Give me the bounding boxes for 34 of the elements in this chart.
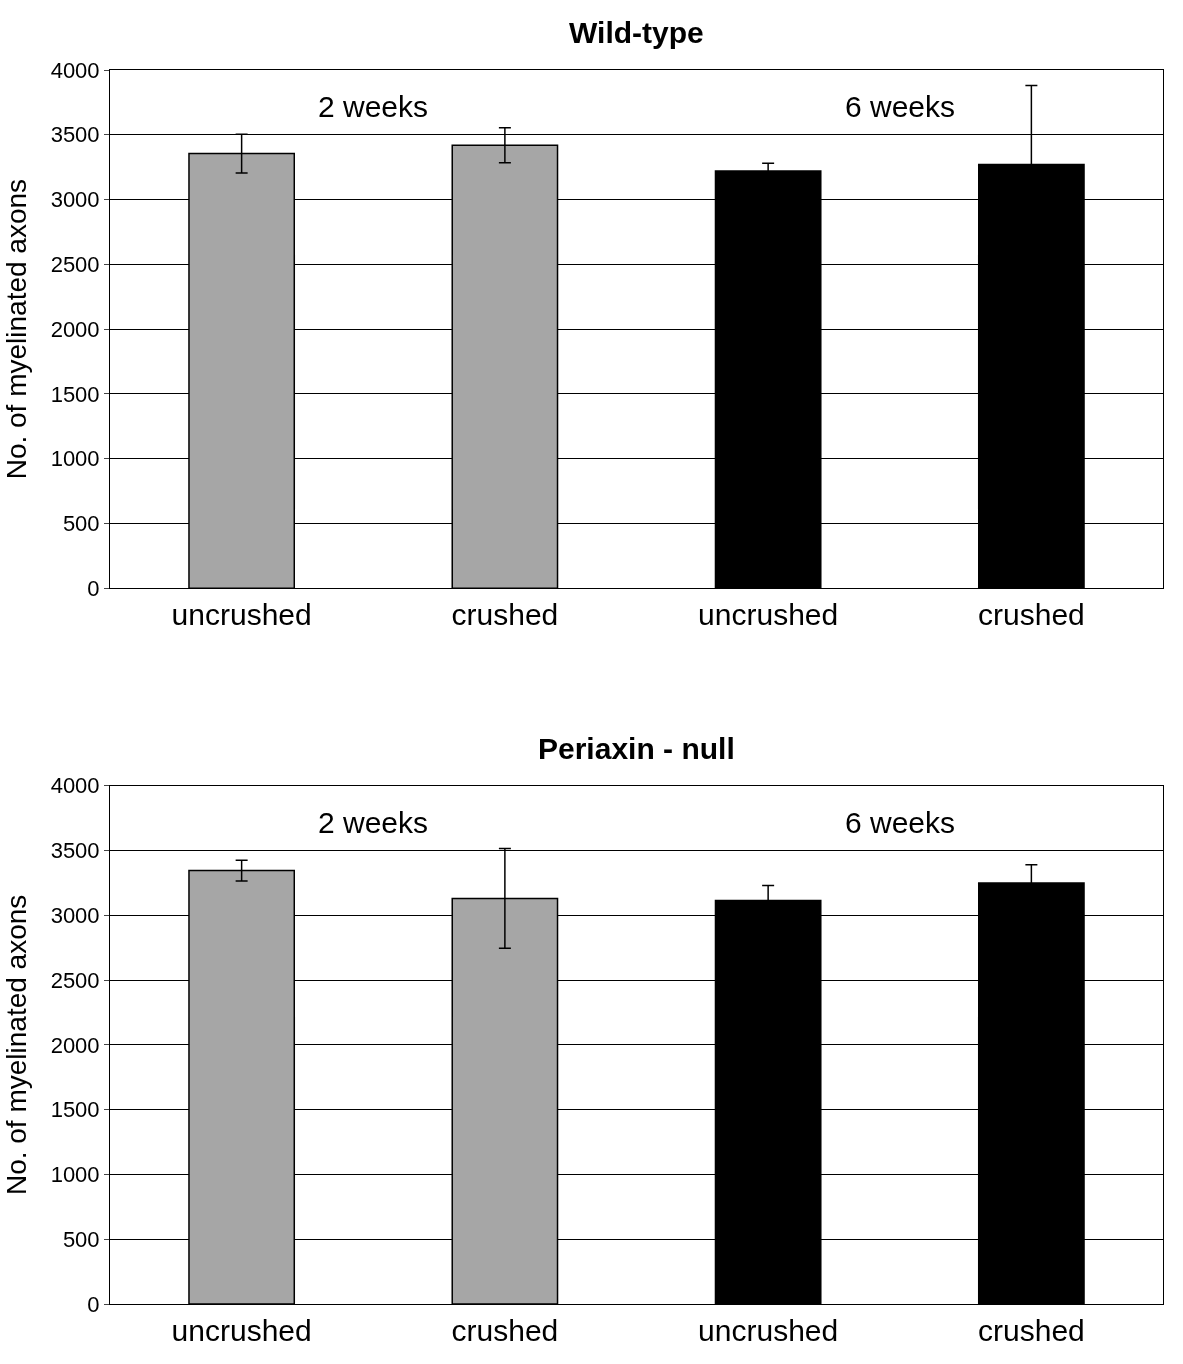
y-tick-label: 500 xyxy=(62,511,100,537)
chart-title: Wild-type xyxy=(569,16,704,49)
x-tick-label: crushed xyxy=(451,1314,559,1347)
annotation: 6 weeks xyxy=(845,806,956,839)
y-axis-title: No. of myelinated axons xyxy=(1,178,33,480)
y-tick-label: 3500 xyxy=(50,838,100,864)
y-axis-title: No. of myelinated axons xyxy=(1,894,33,1196)
x-tick-label: uncrushed xyxy=(698,1314,839,1347)
y-tick-label: 1000 xyxy=(50,1162,100,1188)
chart-title: Periaxin - null xyxy=(538,732,735,765)
x-tick-label: uncrushed xyxy=(698,598,839,632)
y-tick-label: 2000 xyxy=(50,1032,100,1058)
y-tick-label: 4000 xyxy=(50,773,100,799)
annotation: 2 weeks xyxy=(318,90,429,123)
y-tick-label: 2000 xyxy=(50,316,100,342)
y-tick-label: 2500 xyxy=(50,252,100,278)
x-tick-label: crushed xyxy=(451,598,559,632)
y-tick-label: 0 xyxy=(87,1291,100,1317)
y-tick-label: 3000 xyxy=(50,187,100,213)
y-tick-label: 3500 xyxy=(50,122,100,148)
x-tick-label: uncrushed xyxy=(171,1314,312,1347)
y-tick-label: 2500 xyxy=(50,967,100,993)
y-tick-label: 4000 xyxy=(50,57,100,83)
x-tick-label: crushed xyxy=(978,1314,1085,1347)
x-tick-label: uncrushed xyxy=(171,598,312,632)
y-tick-label: 500 xyxy=(62,1226,100,1252)
y-tick-label: 3000 xyxy=(50,902,100,928)
y-tick-label: 1000 xyxy=(50,446,100,472)
y-tick-label: 0 xyxy=(87,575,100,601)
y-tick-label: 1500 xyxy=(50,1097,100,1123)
x-tick-label: crushed xyxy=(978,598,1085,632)
annotation: 6 weeks xyxy=(845,90,956,123)
y-tick-label: 1500 xyxy=(50,381,100,407)
annotation: 2 weeks xyxy=(318,806,429,839)
